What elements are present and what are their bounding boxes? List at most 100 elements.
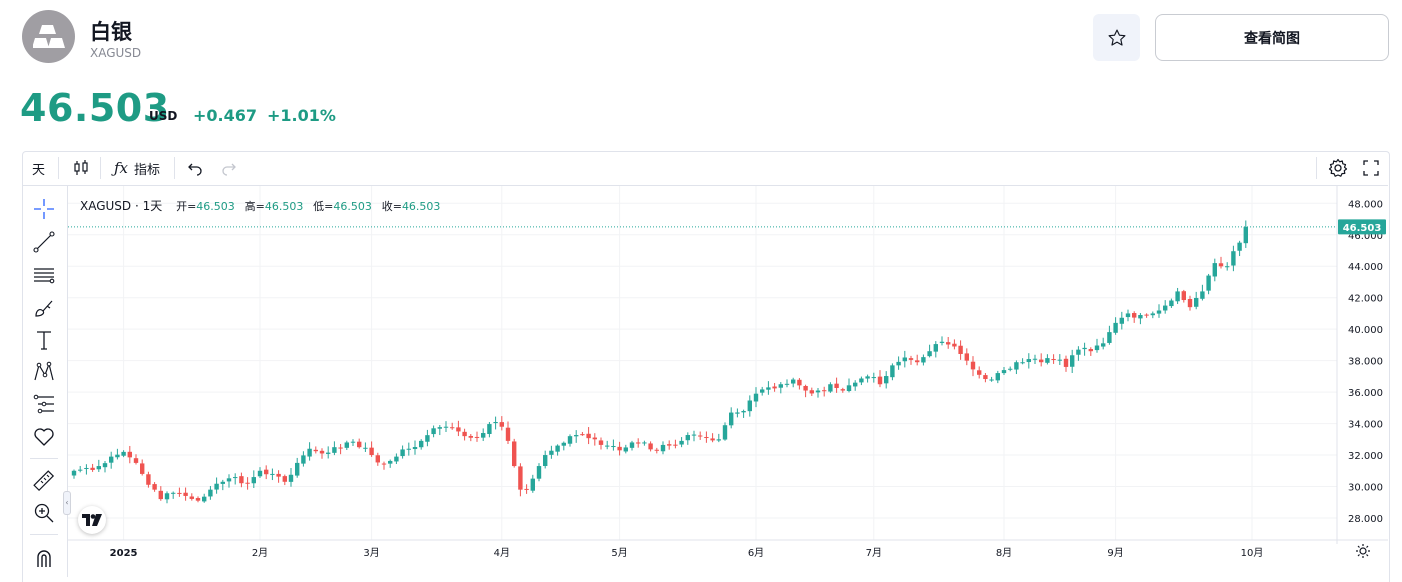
function-icon: ƒx (114, 159, 129, 177)
candle-body (146, 474, 151, 485)
fib-tool[interactable] (30, 262, 58, 288)
candle-body (220, 481, 225, 484)
y-tick-label: 30.000 (1348, 483, 1383, 494)
view-chart-button[interactable]: 查看简图 (1155, 14, 1389, 61)
candle-body (1063, 358, 1069, 367)
candle-body (406, 448, 411, 450)
candle-body (474, 436, 480, 438)
candle-body (518, 466, 523, 490)
candle-body (282, 476, 287, 482)
candle-body (946, 342, 951, 345)
candle-body (245, 482, 250, 484)
toolbar-divider (174, 157, 175, 179)
candle-body (846, 385, 852, 392)
trendline-tool[interactable] (30, 229, 58, 255)
candle-body (1243, 226, 1248, 244)
candle-body (493, 422, 498, 424)
candle-body (1014, 362, 1019, 370)
legend-low: 46.503 (333, 200, 372, 213)
candle-body (797, 379, 802, 386)
candle-body (115, 454, 120, 458)
candle-body (586, 433, 591, 439)
x-tick-label: 2月 (252, 547, 268, 559)
candle-body (1113, 322, 1118, 333)
candle-body (970, 361, 976, 370)
candle-body (456, 427, 461, 432)
indicators-button[interactable]: ƒx 指标 (114, 157, 160, 179)
candle-body (90, 467, 95, 470)
magnet-tool[interactable] (30, 544, 58, 570)
candle-body (865, 376, 870, 379)
candle-body (1187, 298, 1193, 308)
candle-body (1076, 349, 1081, 355)
candle-body (369, 447, 374, 456)
pattern-tool[interactable] (30, 359, 58, 385)
chart-type-button[interactable] (72, 157, 90, 179)
candle-body (989, 379, 994, 381)
candle-body (629, 442, 635, 448)
candle-body (195, 498, 201, 501)
candle-body (580, 434, 585, 436)
legend-symbol: XAGUSD · 1天 (80, 199, 163, 213)
candle-body (164, 493, 170, 500)
axis-settings-icon (1359, 547, 1367, 555)
candle-body (648, 443, 653, 450)
candle-body (400, 449, 405, 457)
y-tick-label: 34.000 (1348, 420, 1383, 431)
candle-body (828, 384, 833, 392)
toolbar-divider (1316, 157, 1317, 179)
candle-body (512, 441, 517, 467)
y-tick-label: 44.000 (1348, 262, 1383, 273)
undo-button[interactable] (186, 157, 204, 179)
forecast-tool[interactable] (30, 391, 58, 417)
text-tool[interactable] (30, 327, 58, 353)
candle-body (84, 467, 89, 469)
candle-body (667, 444, 672, 446)
candle-body (443, 426, 449, 428)
collapse-panel-handle[interactable]: ‹ (63, 491, 71, 515)
toolbar-divider (100, 157, 101, 179)
trendline-icon (33, 231, 55, 253)
crosshair-icon (34, 199, 54, 219)
candle-body (536, 466, 542, 479)
candle-body (617, 446, 622, 451)
candle-body (605, 445, 610, 447)
legend-high: 46.503 (264, 200, 304, 213)
candle-body (524, 488, 529, 490)
redo-button[interactable] (220, 157, 238, 179)
candle-body (753, 393, 759, 402)
candle-body (716, 439, 721, 441)
candle-body (177, 492, 182, 494)
candle-body (276, 473, 281, 477)
candle-body (1163, 305, 1168, 311)
x-tick-label: 7月 (866, 547, 882, 559)
favorites-tool[interactable] (30, 424, 58, 450)
drawing-panel-border (67, 186, 68, 577)
candle-body (96, 466, 101, 470)
crosshair-tool[interactable] (30, 196, 58, 222)
fullscreen-button[interactable] (1362, 157, 1380, 179)
candle-body (102, 463, 108, 468)
candle-body (890, 365, 895, 378)
candle-body (1051, 358, 1056, 360)
brush-tool[interactable] (30, 295, 58, 321)
settings-button[interactable] (1328, 157, 1348, 179)
measure-tool[interactable] (30, 468, 58, 494)
zoom-tool[interactable] (30, 500, 58, 526)
y-tick-label: 48.000 (1348, 199, 1383, 210)
last-price-tag-label: 46.503 (1343, 223, 1382, 234)
candle-body (673, 444, 678, 446)
candle-body (301, 455, 306, 464)
candle-body (642, 442, 647, 444)
candle-body (1218, 263, 1224, 267)
candle-body (326, 452, 331, 454)
indicators-label: 指标 (134, 162, 161, 178)
tradingview-logo[interactable] (78, 506, 106, 534)
candle-body (964, 353, 969, 361)
add-to-watchlist-button[interactable] (1093, 14, 1140, 61)
interval-selector[interactable]: 天 (32, 162, 46, 178)
legend-close: 46.503 (401, 200, 441, 213)
candle-body (394, 456, 399, 462)
text-icon (37, 331, 51, 350)
